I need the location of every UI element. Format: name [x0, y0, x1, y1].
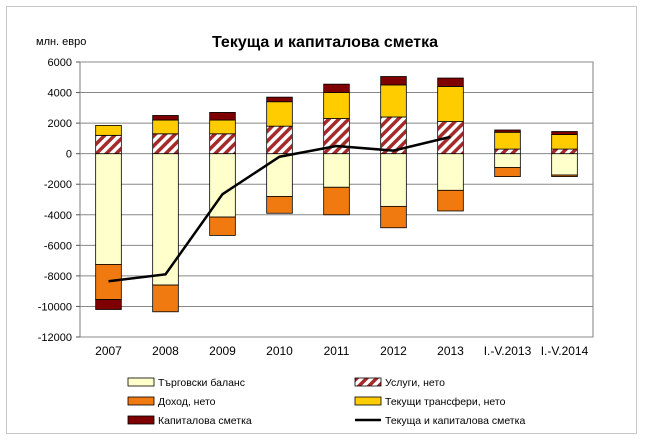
legend-label: Капиталова сметка [158, 415, 252, 427]
y-tick-label: -8000 [44, 271, 72, 283]
bar-капиталова-сметка-2010 [266, 96, 293, 103]
x-tick-label: 2012 [380, 344, 407, 358]
bar-търговски-баланс-2010 [266, 153, 293, 197]
bar-капиталова-сметка-2008 [152, 115, 179, 121]
x-tick-label: 2013 [437, 344, 464, 358]
bar-доход-нето-2013 [437, 189, 464, 212]
legend: Търговски баланс Услуги, нето Доход, нето Т… [127, 377, 525, 427]
x-tick-label: 2010 [266, 344, 293, 358]
bar-текущи-трансфери-нето-2012 [380, 84, 407, 118]
x-tick-label: 2008 [152, 344, 179, 358]
x-tick-label: 2011 [324, 344, 350, 358]
bar-търговски-баланс-i-v-2013 [494, 153, 521, 168]
bar-услуги-нето-2009 [209, 133, 236, 155]
y-tick-label: -4000 [44, 210, 72, 222]
y-tick-label: 2000 [48, 118, 72, 130]
bar-текущи-трансфери-нето-2013 [437, 86, 464, 122]
bar-капиталова-сметка-2011 [323, 83, 350, 93]
bar-търговски-баланс-2008 [152, 153, 179, 286]
bar-търговски-баланс-2011 [323, 153, 350, 188]
y-tick-label: 6000 [48, 57, 72, 69]
y-tick-label: -6000 [44, 240, 72, 252]
y-tick-label: -2000 [44, 179, 72, 191]
x-tick-label: I.-V.2013 [484, 344, 532, 358]
bar-доход-нето-2010 [266, 196, 293, 214]
y-axis-label: млн. евро [36, 36, 86, 48]
bar-доход-нето-2011 [323, 186, 350, 216]
x-tick-label: 2007 [95, 344, 122, 358]
bar-капиталова-сметка-2007 [95, 299, 122, 310]
x-tick-label: 2009 [209, 344, 236, 358]
line-layer [108, 135, 451, 283]
legend-label: Търговски баланс [158, 377, 245, 389]
bar-доход-нето-i-v-2013 [494, 167, 521, 177]
axis-layer: 6000 4000 2000 0 -2000 -4000 -6000 -8000 -10000 -… [38, 57, 589, 358]
legend-swatch-услуги-нето [354, 377, 382, 387]
bar-капиталова-сметка-i-v-2013 [494, 129, 521, 133]
bar-доход-нето-2007 [95, 264, 122, 300]
bar-капиталова-сметка-2012 [380, 76, 407, 86]
bar-търговски-баланс-2012 [380, 153, 407, 207]
bar-текущи-трансфери-нето-i-v-2013 [494, 131, 521, 150]
bar-търговски-баланс-2007 [95, 153, 122, 265]
bar-текущи-трансфери-нето-2011 [323, 92, 350, 119]
bar-търговски-баланс-i-v-2014 [551, 153, 578, 176]
bar-услуги-нето-i-v-2014 [551, 148, 578, 155]
bar-търговски-баланс-2013 [437, 153, 464, 191]
bar-текущи-трансфери-нето-2010 [266, 101, 293, 127]
chart-frame [6, 6, 637, 434]
legend-label: Доход, нето [158, 396, 216, 408]
bar-layer [95, 76, 578, 313]
bar-услуги-нето-2010 [266, 125, 293, 155]
bar-текущи-трансфери-нето-2007 [95, 125, 122, 136]
legend-swatch-търговски-баланс [127, 377, 155, 387]
bar-текущи-трансфери-нето-2009 [209, 119, 236, 135]
legend-label: Текуща и капиталова сметка [385, 415, 525, 427]
y-tick-label: -10000 [38, 301, 72, 313]
bar-услуги-нето-i-v-2013 [494, 148, 521, 155]
bar-доход-нето-2008 [152, 284, 179, 313]
legend-swatch-текущи-трансфери-нето [354, 396, 382, 406]
chart-title: Текуща и капиталова сметка [212, 34, 438, 51]
legend-swatch-доход-нето [127, 396, 155, 406]
bar-капиталова-сметка-i-v-2014 [551, 131, 578, 135]
bar-услуги-нето-2007 [95, 134, 122, 155]
y-tick-label: 0 [66, 149, 72, 161]
legend-label: Услуги, нето [385, 377, 445, 389]
x-tick-label: I.-V.2014 [541, 344, 589, 358]
bar-капиталова-сметка-2013 [437, 77, 464, 87]
y-tick-label: -12000 [38, 332, 72, 344]
bar-доход-нето-i-v-2014 [551, 174, 578, 177]
y-tick-label: 4000 [48, 88, 72, 100]
bar-текущи-трансфери-нето-i-v-2014 [551, 134, 578, 150]
bar-услуги-нето-2008 [152, 133, 179, 155]
bar-текущи-трансфери-нето-2008 [152, 119, 179, 135]
legend-swatch-капиталова-сметка [127, 415, 155, 425]
legend-label: Текущи трансфери, нето [385, 396, 506, 408]
bar-доход-нето-2012 [380, 205, 407, 229]
bar-капиталова-сметка-2009 [209, 112, 236, 121]
bar-доход-нето-2009 [209, 216, 236, 236]
line-текуща-и-капиталова-сметка [108, 135, 451, 283]
